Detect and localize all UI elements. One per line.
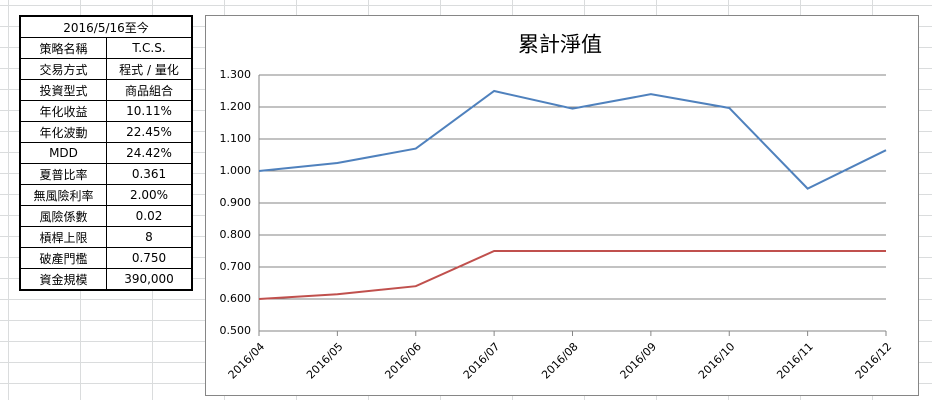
y-tick-label: 1.100 [220,132,252,145]
table-key: 投資型式 [19,79,107,101]
table-row: 風險係數 0.02 [19,205,193,227]
table-key: 槓桿上限 [19,226,107,248]
table-value: 8 [106,226,193,248]
y-tick-label: 0.600 [220,292,252,305]
table-row: 年化收益 10.11% [19,100,193,122]
y-tick-label: 1.000 [220,164,252,177]
table-key: 資金規模 [19,268,107,291]
table-key: MDD [19,142,107,164]
table-row: 年化波動 22.45% [19,121,193,143]
table-row: 槓桿上限 8 [19,226,193,248]
y-tick-label: 0.500 [220,324,252,337]
y-tick-label: 1.200 [220,100,252,113]
chart-title: 累計淨值 [518,33,602,57]
y-tick-label: 0.700 [220,260,252,273]
line-series [258,250,886,300]
line-series [258,89,887,190]
table-value: 程式 / 量化 [106,58,193,80]
table-row: MDD 24.42% [19,142,193,164]
y-tick-label: 0.900 [220,196,252,209]
table-header-row: 2016/5/16至今 [19,15,193,38]
table-key: 破產門檻 [19,247,107,269]
chart-frame [205,15,919,396]
table-value: 22.45% [106,121,193,143]
table-row: 破產門檻 0.750 [19,247,193,269]
table-value: 390,000 [106,268,193,291]
table-value: 2.00% [106,184,193,206]
table-key: 無風險利率 [19,184,107,206]
table-key: 夏普比率 [19,163,107,185]
table-row: 策略名稱 T.C.S. [19,37,193,59]
table-value: 0.02 [106,205,193,227]
table-value: 0.750 [106,247,193,269]
table-header: 2016/5/16至今 [19,15,193,38]
table-row: 夏普比率 0.361 [19,163,193,185]
table-value: 10.11% [106,100,193,122]
y-tick-label: 1.300 [220,68,252,81]
table-key: 年化波動 [19,121,107,143]
y-tick-label: 0.800 [220,228,252,241]
table-row: 資金規模 390,000 [19,268,193,291]
table-key: 年化收益 [19,100,107,122]
table-key: 風險係數 [19,205,107,227]
stats-table: 2016/5/16至今 策略名稱 T.C.S. 交易方式 程式 / 量化 投資型式 商品組… [19,15,193,291]
table-value: 0.361 [106,163,193,185]
chart: 累計淨值 0.500 0.600 0.700 0.800 0.900 1.000 1.100… [205,15,919,396]
table-value: 24.42% [106,142,193,164]
table-value: T.C.S. [106,37,193,59]
table-row: 無風險利率 2.00% [19,184,193,206]
table-value: 商品組合 [106,79,193,101]
table-row: 交易方式 程式 / 量化 [19,58,193,80]
table-key: 策略名稱 [19,37,107,59]
table-key: 交易方式 [19,58,107,80]
table-row: 投資型式 商品組合 [19,79,193,101]
